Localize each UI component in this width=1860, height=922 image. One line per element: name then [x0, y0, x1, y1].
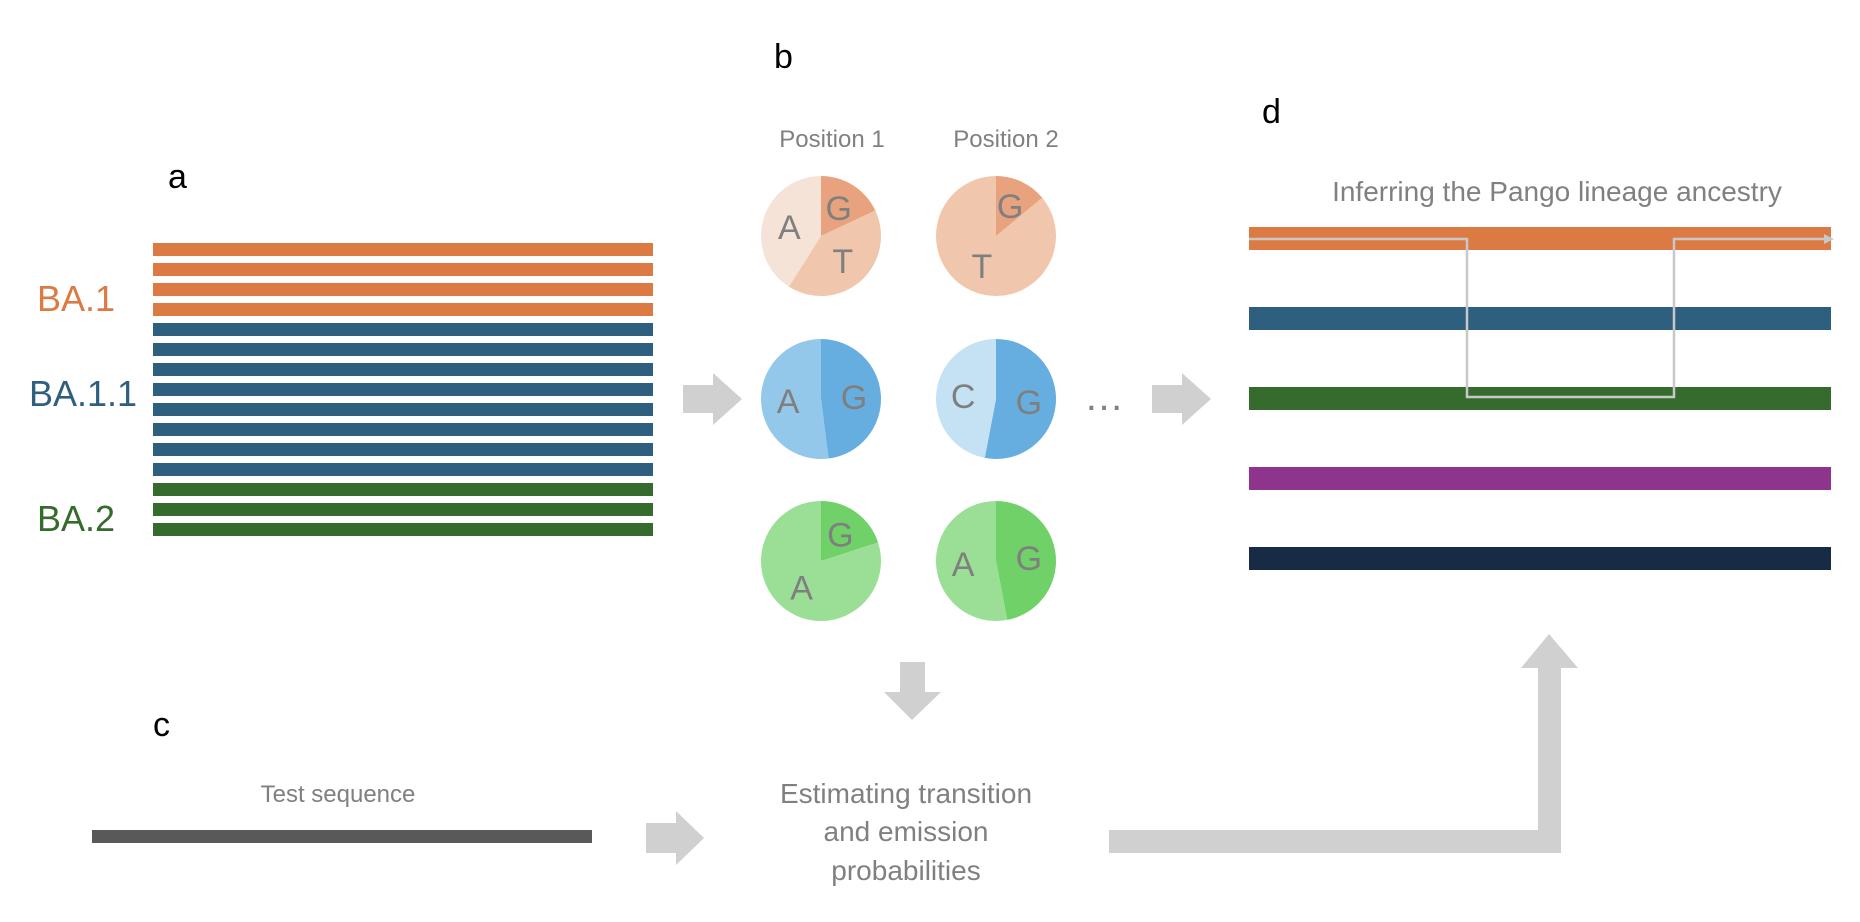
- lineage-bar: [1249, 387, 1831, 410]
- estimating-line-1: Estimating transition: [780, 778, 1032, 809]
- pie-slice-label: T: [972, 248, 993, 286]
- pie-slice: [936, 176, 1057, 296]
- sequence-bar: [153, 383, 653, 396]
- sequence-bar: [153, 263, 653, 276]
- ancestry-path-line: [1249, 237, 1828, 399]
- panel-letter-b: b: [774, 38, 793, 76]
- pie-slice: [788, 210, 881, 296]
- panel-d-ancestry-inference: Inferring the Pango lineage ancestry: [1249, 176, 1834, 570]
- pie-slice-label: C: [951, 378, 976, 416]
- lineage-bar: [1249, 307, 1831, 330]
- pie-slice: [936, 339, 996, 458]
- pie-slice-label: G: [825, 190, 851, 228]
- pie-slice-label: T: [832, 243, 853, 281]
- pie-slice: [936, 501, 1008, 622]
- pie-slice-label: A: [777, 383, 800, 421]
- path-arrowhead: [1824, 234, 1834, 244]
- sequence-bar: [153, 443, 653, 456]
- base-frequency-pie: GT: [936, 176, 1057, 296]
- pie-slice: [996, 176, 1043, 236]
- ancestry-title: Inferring the Pango lineage ancestry: [1332, 176, 1782, 207]
- lineage-bar: [1249, 467, 1831, 490]
- sequence-bar: [153, 283, 653, 296]
- panel-a-alignment: BA.1 BA.1.1 BA.2: [29, 243, 653, 539]
- position-label-2: Position 2: [953, 126, 1058, 153]
- estimating-line-3: probabilities: [831, 855, 980, 886]
- sequence-bar: [153, 343, 653, 356]
- pie-slice: [821, 339, 882, 459]
- test-sequence-bar: [92, 830, 592, 843]
- arrow-a-to-b: [683, 373, 742, 425]
- lineage-bar: [1249, 547, 1831, 570]
- pie-slice: [761, 501, 881, 621]
- pie-slice-label: A: [952, 546, 975, 584]
- sequence-bars: [153, 243, 653, 536]
- sequence-bar: [153, 503, 653, 516]
- sequence-bar: [153, 303, 653, 316]
- arrow-b-to-d: [1152, 373, 1211, 425]
- base-frequency-pie: GC: [936, 339, 1056, 459]
- pie-slice-label: A: [778, 209, 801, 247]
- panel-letter-c: c: [153, 706, 170, 744]
- pie-slice: [984, 339, 1056, 459]
- pie-slice-label: A: [790, 570, 813, 608]
- panel-letter-d: d: [1262, 93, 1281, 131]
- pie-slice-label: G: [827, 516, 853, 554]
- sequence-bar: [153, 463, 653, 476]
- ellipsis: …: [1084, 375, 1124, 419]
- lineage-bar: [1249, 227, 1831, 250]
- sequence-bar: [153, 523, 653, 536]
- sequence-bar: [153, 243, 653, 256]
- pie-slice: [761, 339, 829, 459]
- sequence-bar: [153, 483, 653, 496]
- pie-slice-label: G: [841, 379, 867, 417]
- base-frequency-pie: GA: [761, 339, 882, 459]
- sequence-bar: [153, 323, 653, 336]
- flow-arrows: [646, 373, 1578, 865]
- arrow-b-down: [884, 662, 941, 720]
- panel-letter-a: a: [168, 158, 187, 196]
- base-frequency-pie: GA: [936, 501, 1057, 622]
- pie-slice: [821, 501, 879, 561]
- sequence-bar: [153, 403, 653, 416]
- lineage-label-ba11: BA.1.1: [29, 373, 137, 414]
- pie-slice: [761, 176, 821, 287]
- lineage-label-ba1: BA.1: [37, 278, 115, 319]
- panel-c-test-sequence: Test sequence Estimating transition and …: [92, 778, 1032, 886]
- pie-slice: [996, 501, 1057, 620]
- lineage-bars: [1249, 227, 1831, 570]
- base-frequency-pie: GA: [761, 501, 881, 621]
- estimating-line-2: and emission: [824, 816, 989, 847]
- pie-slice-label: G: [1016, 540, 1042, 578]
- lineage-label-ba2: BA.2: [37, 498, 115, 539]
- base-frequency-pie: GTA: [761, 176, 881, 296]
- pie-slice-label: G: [1016, 384, 1042, 422]
- sequence-bar: [153, 423, 653, 436]
- arrow-estimate-to-d: [1109, 634, 1578, 853]
- sequence-bar: [153, 363, 653, 376]
- pie-slice: [821, 176, 876, 236]
- arrow-c-to-estimate: [646, 811, 704, 865]
- test-sequence-label: Test sequence: [261, 781, 416, 808]
- position-label-1: Position 1: [779, 126, 884, 153]
